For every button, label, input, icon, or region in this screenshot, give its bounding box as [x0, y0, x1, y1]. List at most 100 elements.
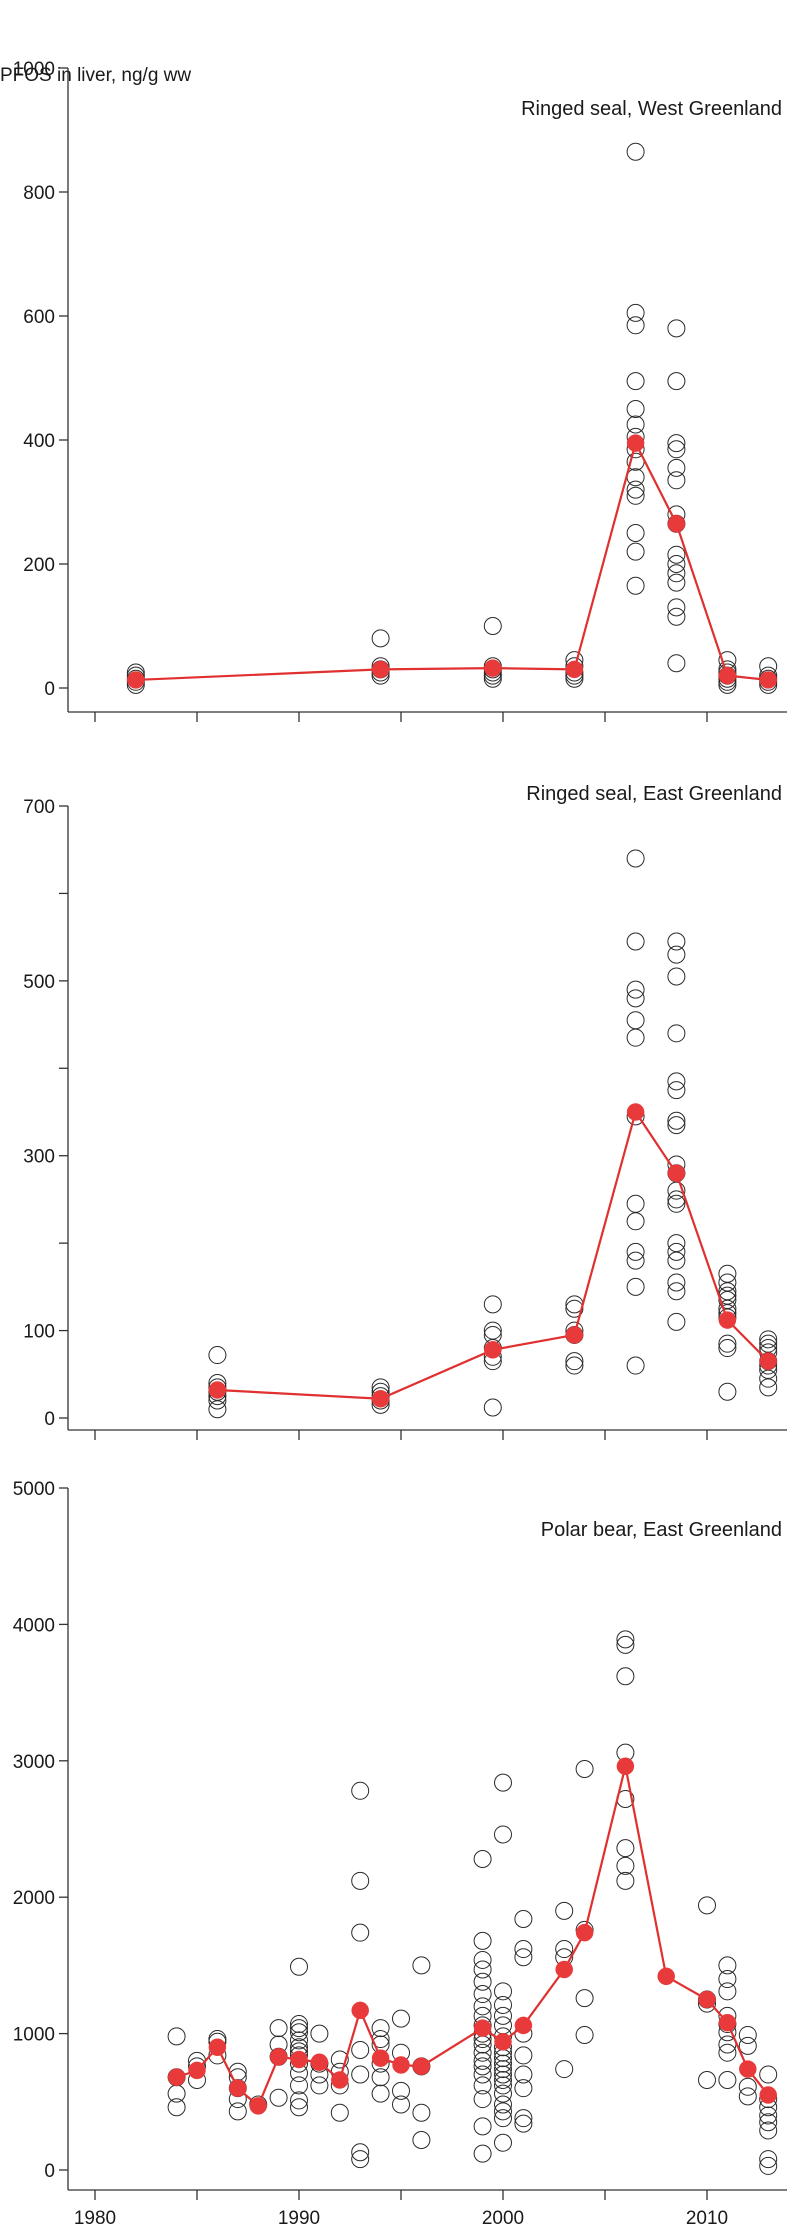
panel-title: Ringed seal, East Greenland	[526, 783, 782, 805]
data-point	[269, 2088, 288, 2107]
mean-point	[494, 2033, 512, 2051]
data-point	[667, 440, 686, 459]
data-point	[310, 2076, 329, 2095]
data-point	[473, 1997, 492, 2016]
y-tick-label: 0	[44, 2161, 55, 2182]
data-point	[412, 2130, 431, 2149]
data-point	[473, 1972, 492, 1991]
mean-line	[135, 440, 769, 682]
data-point	[626, 989, 645, 1008]
data-point	[167, 2084, 186, 2103]
data-point	[494, 2102, 512, 2121]
data-point	[514, 2065, 533, 2084]
data-point	[494, 1982, 512, 2001]
data-point	[494, 1995, 512, 2014]
panel-title: Polar bear, East Greenland	[541, 1519, 782, 1541]
data-point	[667, 1194, 686, 1213]
data-point	[667, 555, 686, 573]
x-tick-label: 1980	[74, 2208, 116, 2227]
data-point	[667, 1081, 686, 1100]
mean-point	[484, 659, 502, 677]
data-point	[494, 2006, 512, 2025]
data-point	[626, 142, 645, 161]
data-point	[626, 524, 645, 542]
data-point	[626, 400, 645, 418]
mean-point	[371, 660, 390, 679]
y-tick-label: 2000	[13, 1888, 55, 1909]
mean-point	[310, 2053, 329, 2071]
data-point	[514, 2079, 533, 2098]
data-point	[667, 1116, 686, 1135]
panel-title: Ringed seal, West Greenland	[521, 98, 782, 120]
data-point	[626, 415, 645, 434]
mean-point	[371, 2049, 390, 2067]
data-point	[310, 2024, 329, 2043]
data-point	[626, 1251, 645, 1270]
data-point	[473, 2065, 492, 2084]
y-tick-label: 600	[23, 307, 55, 328]
data-point	[473, 1985, 492, 2004]
data-point	[616, 1635, 635, 1654]
data-point	[667, 1242, 686, 1261]
mean-point	[626, 434, 645, 452]
mean-point	[739, 2060, 757, 2078]
mean-point	[392, 2056, 410, 2074]
mean-point	[351, 2001, 369, 2020]
x-tick-label: 2010	[686, 2208, 728, 2227]
y-tick-label: 300	[23, 1147, 55, 1168]
data-point	[616, 1667, 635, 1686]
mean-point	[208, 1381, 227, 1399]
data-point	[575, 1989, 594, 2008]
data-point	[718, 1970, 737, 1989]
data-point	[555, 2060, 574, 2079]
data-point	[473, 2076, 492, 2095]
y-tick-label: 700	[23, 797, 55, 818]
data-point	[473, 1850, 492, 1869]
data-point	[667, 1024, 686, 1043]
data-point	[351, 2150, 370, 2169]
y-tick-label: 500	[23, 972, 55, 993]
mean-line	[217, 1109, 769, 1400]
mean-point	[555, 1960, 573, 1979]
y-tick-label: 0	[44, 679, 55, 700]
data-point	[667, 471, 686, 490]
data-point	[738, 2087, 757, 2106]
data-point	[738, 2036, 757, 2055]
data-point	[290, 1957, 308, 1976]
mean-point	[229, 2079, 247, 2097]
data-point	[483, 617, 502, 635]
mean-point	[698, 1990, 716, 2009]
data-point	[494, 2133, 512, 2152]
data-point	[575, 2025, 594, 2044]
data-point	[626, 1212, 645, 1231]
mean-point	[616, 1757, 635, 1776]
data-point	[667, 945, 686, 964]
mean-point	[565, 1326, 584, 1344]
data-point	[473, 2051, 492, 2070]
data-point	[667, 654, 686, 673]
mean-point	[484, 1341, 502, 1359]
data-point	[473, 1960, 492, 1979]
mean-point	[249, 2097, 267, 2115]
data-point	[667, 1273, 686, 1292]
data-point	[483, 1325, 502, 1344]
data-point	[626, 1277, 645, 1296]
data-point	[667, 1312, 686, 1331]
data-point	[667, 1111, 686, 1130]
data-point	[514, 2114, 533, 2133]
data-point	[290, 2019, 308, 2038]
data-point	[290, 2091, 308, 2110]
y-tick-label: 1000	[13, 2025, 55, 2046]
data-point	[514, 1940, 533, 1959]
x-tick-label: 2000	[482, 2208, 524, 2227]
y-tick-label: 0	[44, 1409, 55, 1430]
data-point	[616, 1839, 635, 1858]
data-point	[698, 2070, 716, 2089]
mean-point	[759, 1352, 777, 1370]
mean-point	[575, 1923, 594, 1942]
data-point	[626, 980, 645, 999]
mean-point	[371, 1390, 390, 1408]
x-tick-label: 1990	[278, 2208, 320, 2227]
data-point	[667, 545, 686, 564]
